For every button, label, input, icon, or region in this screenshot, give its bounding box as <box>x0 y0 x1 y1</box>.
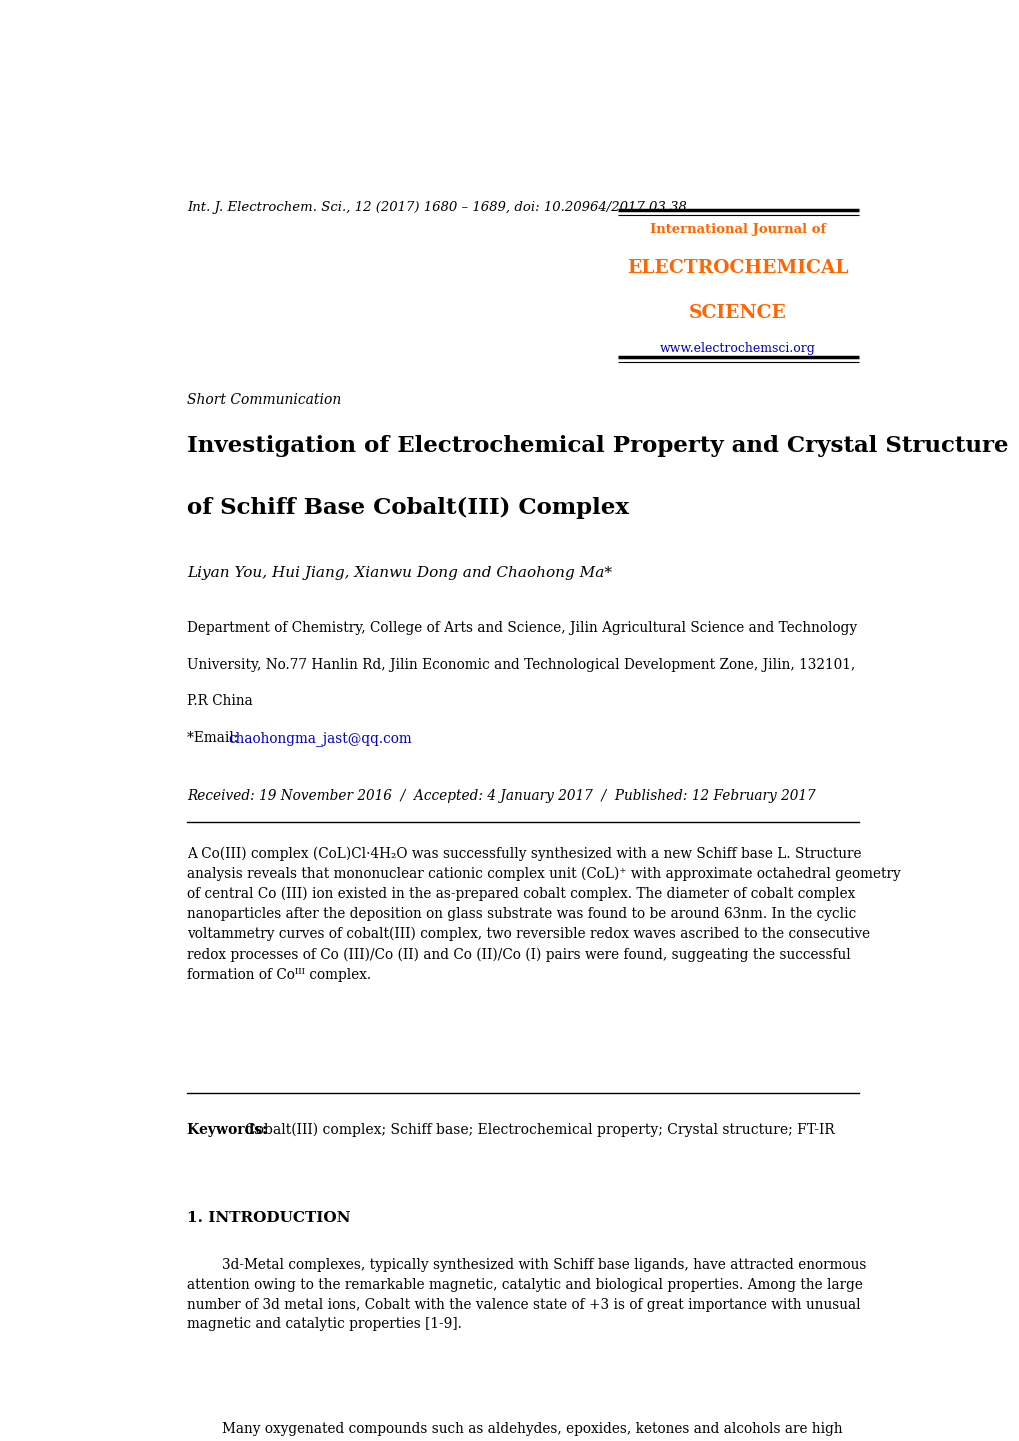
Text: Many oxygenated compounds such as aldehydes, epoxides, ketones and alcohols are : Many oxygenated compounds such as aldehy… <box>186 1422 883 1441</box>
Text: *Email:: *Email: <box>186 731 243 745</box>
Text: P.R China: P.R China <box>186 695 253 709</box>
Text: chaohongma_jast@qq.com: chaohongma_jast@qq.com <box>228 731 412 746</box>
Text: SCIENCE: SCIENCE <box>689 304 787 321</box>
Text: University, No.77 Hanlin Rd, Jilin Economic and Technological Development Zone, : University, No.77 Hanlin Rd, Jilin Econo… <box>186 657 854 672</box>
Text: Cobalt(III) complex; Schiff base; Electrochemical property; Crystal structure; F: Cobalt(III) complex; Schiff base; Electr… <box>245 1123 835 1137</box>
Text: Investigation of Electrochemical Property and Crystal Structure: Investigation of Electrochemical Propert… <box>186 435 1008 457</box>
Text: Keywords:: Keywords: <box>186 1123 272 1137</box>
Text: Received: 19 November 2016  /  Accepted: 4 January 2017  /  Published: 12 Februa: Received: 19 November 2016 / Accepted: 4… <box>186 788 814 803</box>
Text: Short Communication: Short Communication <box>186 392 340 406</box>
Text: 1. INTRODUCTION: 1. INTRODUCTION <box>186 1212 350 1225</box>
Text: of Schiff Base Cobalt(III) Complex: of Schiff Base Cobalt(III) Complex <box>186 497 628 519</box>
Text: Department of Chemistry, College of Arts and Science, Jilin Agricultural Science: Department of Chemistry, College of Arts… <box>186 621 856 635</box>
Text: www.electrochemsci.org: www.electrochemsci.org <box>659 342 815 354</box>
Text: ELECTROCHEMICAL: ELECTROCHEMICAL <box>627 259 848 278</box>
Text: International Journal of: International Journal of <box>649 223 825 236</box>
Text: 3d-Metal complexes, typically synthesized with Schiff base ligands, have attract: 3d-Metal complexes, typically synthesize… <box>186 1258 865 1331</box>
Text: Int. J. Electrochem. Sci., 12 (2017) 1680 – 1689, doi: 10.20964/2017.03.38: Int. J. Electrochem. Sci., 12 (2017) 168… <box>186 200 686 213</box>
Text: A Co(III) complex (CoL)Cl·4H₂O was successfully synthesized with a new Schiff ba: A Co(III) complex (CoL)Cl·4H₂O was succe… <box>186 846 900 981</box>
Text: Liyan You, Hui Jiang, Xianwu Dong and Chaohong Ma*: Liyan You, Hui Jiang, Xianwu Dong and Ch… <box>186 566 611 579</box>
